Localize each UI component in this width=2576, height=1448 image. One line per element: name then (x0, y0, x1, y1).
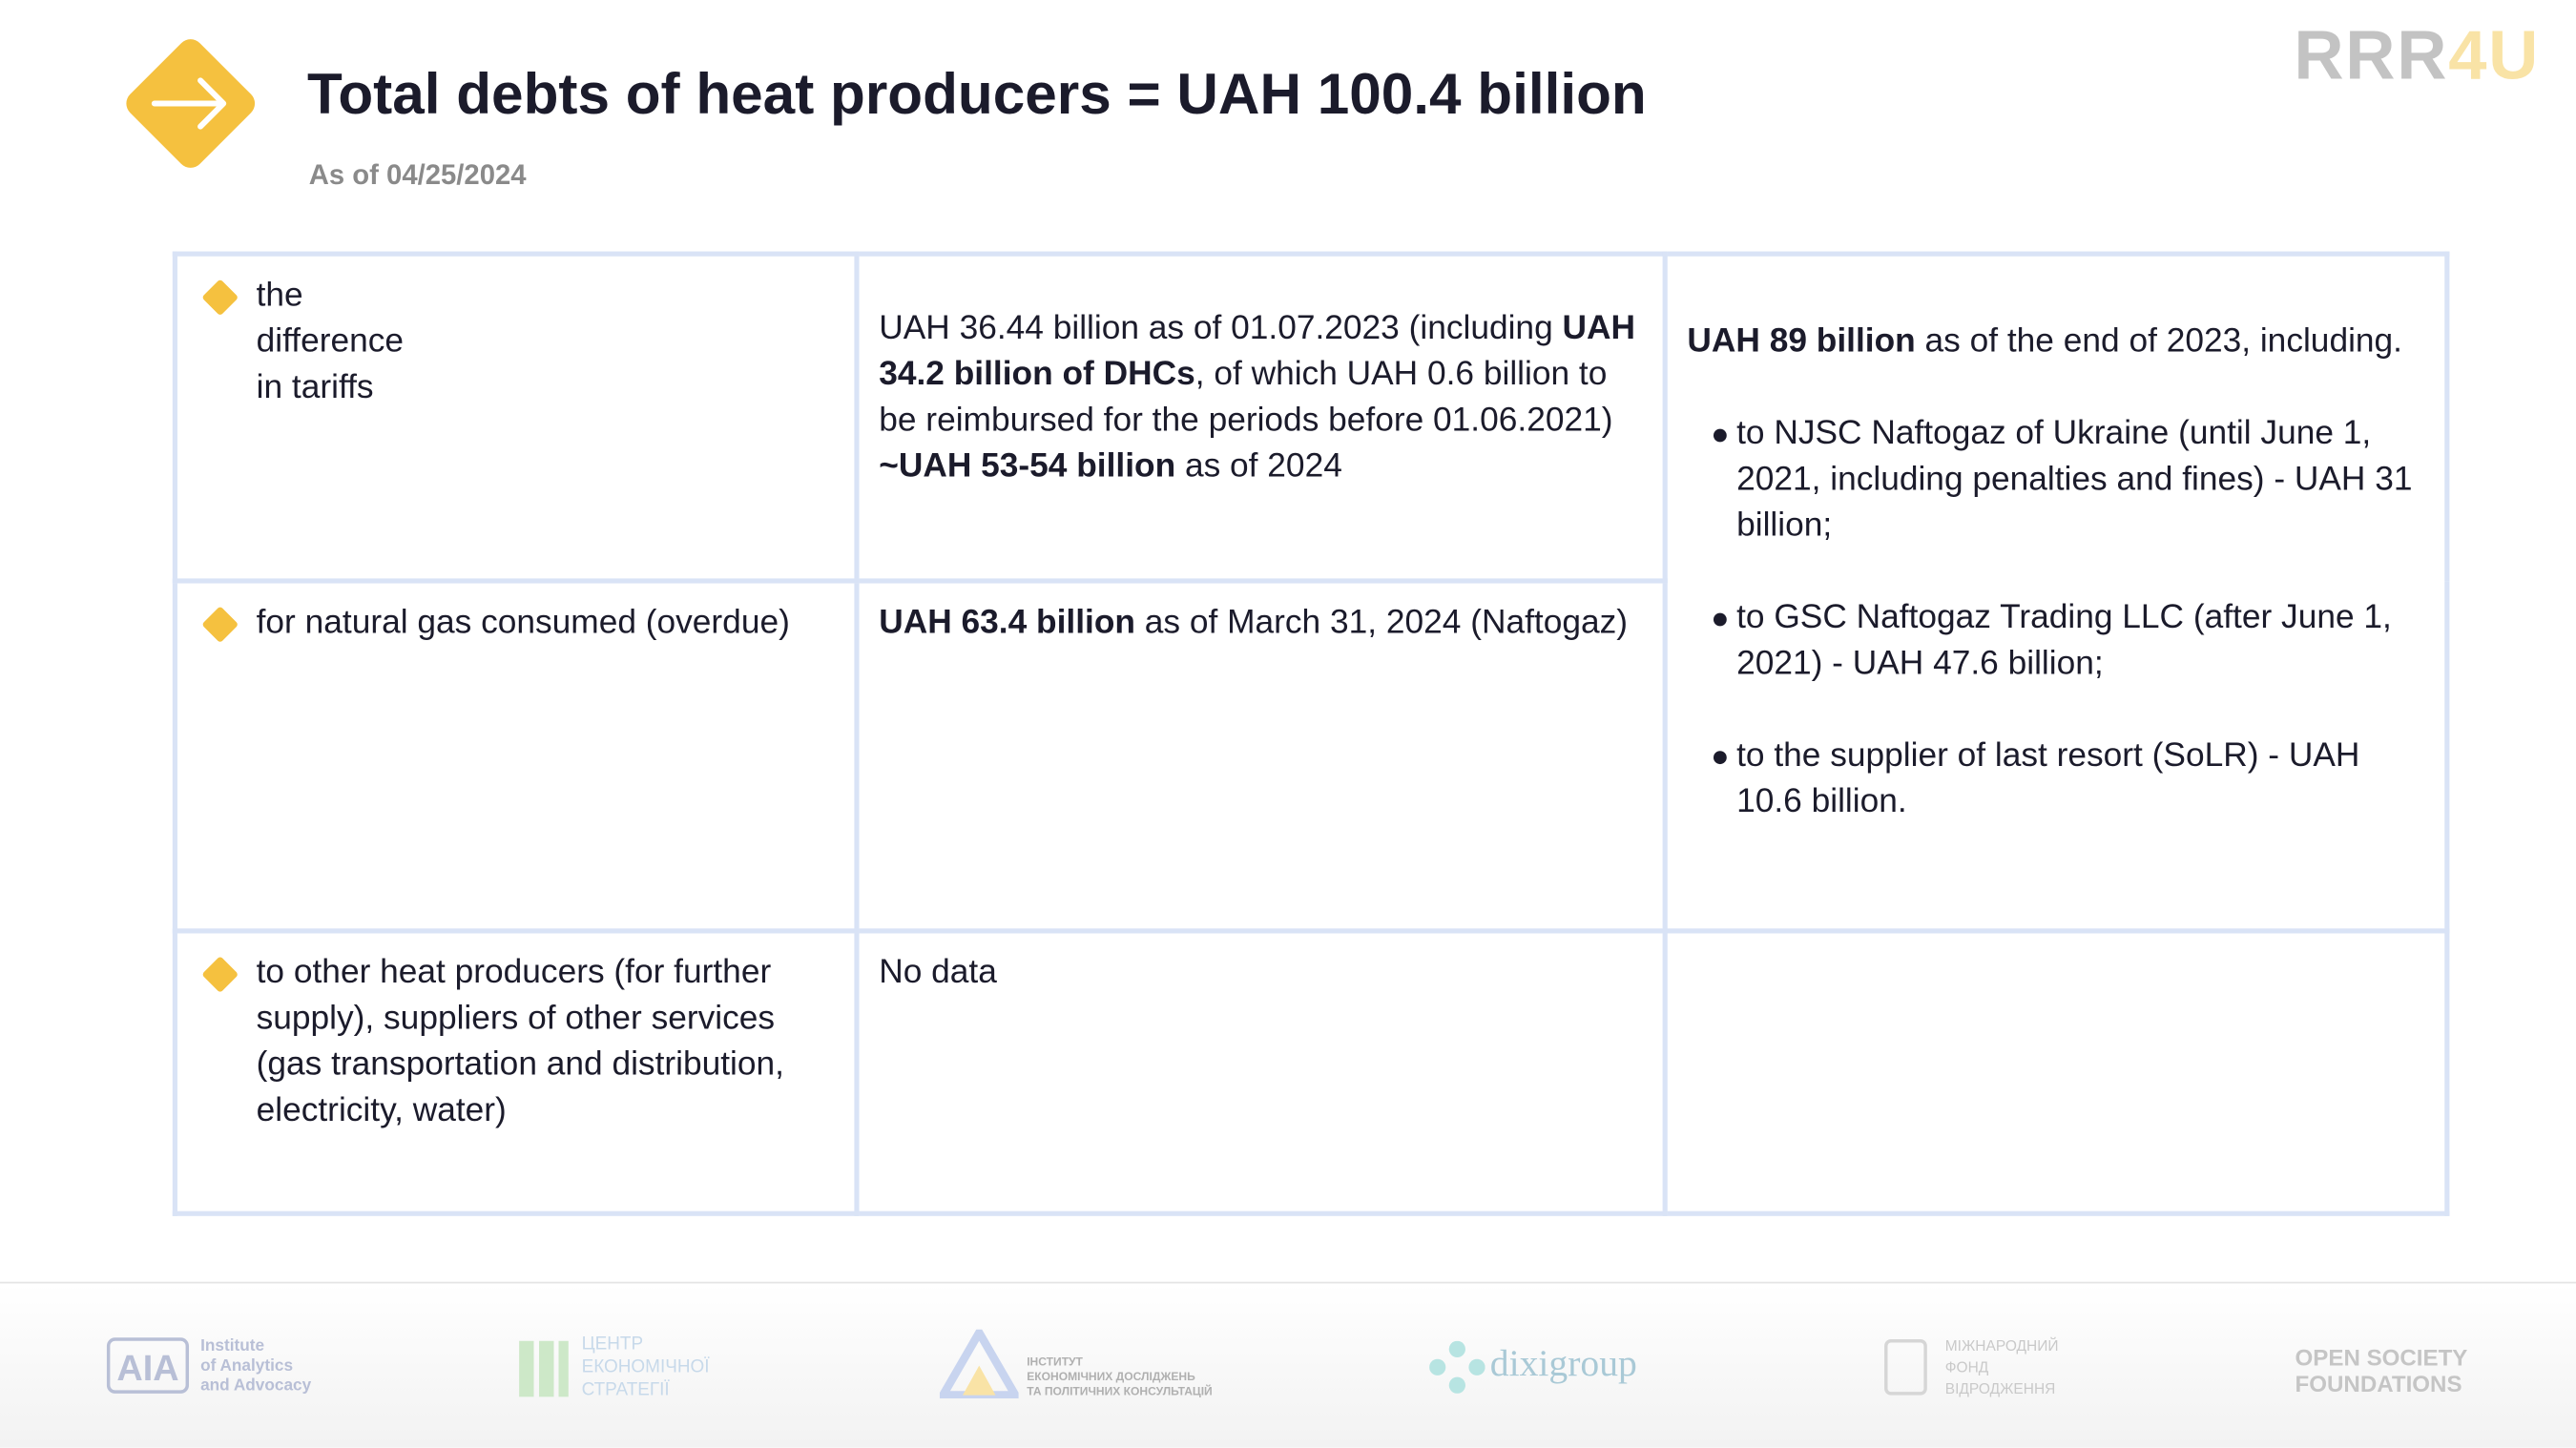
bullet-item: to the supplier of last resort (SoLR) - … (1713, 733, 2424, 824)
title: Total debts of heat producers = UAH 100.… (307, 62, 1647, 127)
text-run: to NJSC Naftogaz of Ukraine (until June … (1736, 414, 2413, 545)
text-run: as of March 31, 2024 (Naftogaz) (1134, 603, 1629, 641)
logo: OPEN SOCIETY FOUNDATIONS (2295, 1344, 2468, 1397)
logo: Institute of Analytics and Advocacy (200, 1337, 312, 1396)
cell (1662, 928, 2450, 1216)
row-label: for natural gas consumed (overdue) (172, 578, 860, 934)
paragraph: No data (879, 950, 1643, 996)
text-run: UAH 36.44 billion as of 01.07.2023 (incl… (879, 308, 1563, 347)
brand: RRR4U (2294, 16, 2540, 95)
cell: UAH 36.44 billion as of 01.07.2023 (incl… (854, 251, 1668, 584)
footer: AIA Institute of Analytics and Advocacy … (0, 1281, 2576, 1448)
row-label: to other heat producers (for further sup… (172, 928, 860, 1216)
paragraph: UAH 89 billion as of the end of 2023, in… (1687, 319, 2424, 364)
logo: МІЖНАРОДНИЙ ФОНД ВІДРОДЖЕННЯ (1944, 1337, 2059, 1397)
bullet-list: to NJSC Naftogaz of Ukraine (until June … (1687, 411, 2424, 825)
text-run: No data (879, 953, 997, 991)
cell: UAH 63.4 billion as of March 31, 2024 (N… (854, 578, 1668, 934)
debt-table: the difference in tariffs UAH 36.44 bill… (172, 251, 2450, 1216)
bullet-item: to NJSC Naftogaz of Ukraine (until June … (1713, 411, 2424, 549)
cell: UAH 89 billion as of the end of 2023, in… (1662, 251, 2450, 934)
text-run: to GSC Naftogaz Trading LLC (after June … (1736, 598, 2392, 682)
logo: dixigroup (1489, 1342, 1637, 1384)
subtitle: As of 04/25/2024 (308, 159, 527, 191)
brand-part: 4U (2448, 16, 2541, 94)
text-run: as of the end of 2023, including. (1915, 321, 2403, 361)
arrow-icon (126, 39, 256, 168)
logo: ІНСТИТУТ ЕКОНОМІЧНИХ ДОСЛІДЖЕНЬ ТА ПОЛІТ… (1027, 1356, 1213, 1399)
label-text: for natural gas consumed (overdue) (256, 603, 790, 641)
bullet-item: to GSC Naftogaz Trading LLC (after June … (1713, 595, 2424, 687)
paragraph: UAH 63.4 billion as of March 31, 2024 (N… (879, 600, 1643, 646)
text-run: UAH 34.2 billion of DHCs (879, 308, 1636, 393)
logo: ЦЕНТР ЕКОНОМІЧНОЇ СТРАТЕГІЇ (581, 1334, 710, 1400)
text-run: ~UAH 53-54 billion (879, 446, 1176, 486)
text-run: as of 2024 (1175, 446, 1342, 486)
paragraph: ~UAH 53-54 billion as of 2024 (879, 444, 1643, 489)
text-run: , of which UAH 0.6 billion to be reimbur… (879, 355, 1613, 439)
text-run: to the supplier of last resort (SoLR) - … (1736, 735, 2360, 820)
cell: No data (854, 928, 1668, 1216)
row-label: the difference in tariffs (172, 251, 860, 584)
paragraph: UAH 36.44 billion as of 01.07.2023 (incl… (879, 305, 1643, 444)
logo-mark: AIA (106, 1337, 190, 1394)
text-run: UAH 89 billion (1687, 321, 1916, 361)
text-run: UAH 63.4 billion (879, 603, 1135, 641)
brand-part: RRR (2294, 16, 2449, 94)
label-text: the difference in tariffs (256, 276, 405, 406)
label-text: to other heat producers (for further sup… (256, 953, 784, 1129)
